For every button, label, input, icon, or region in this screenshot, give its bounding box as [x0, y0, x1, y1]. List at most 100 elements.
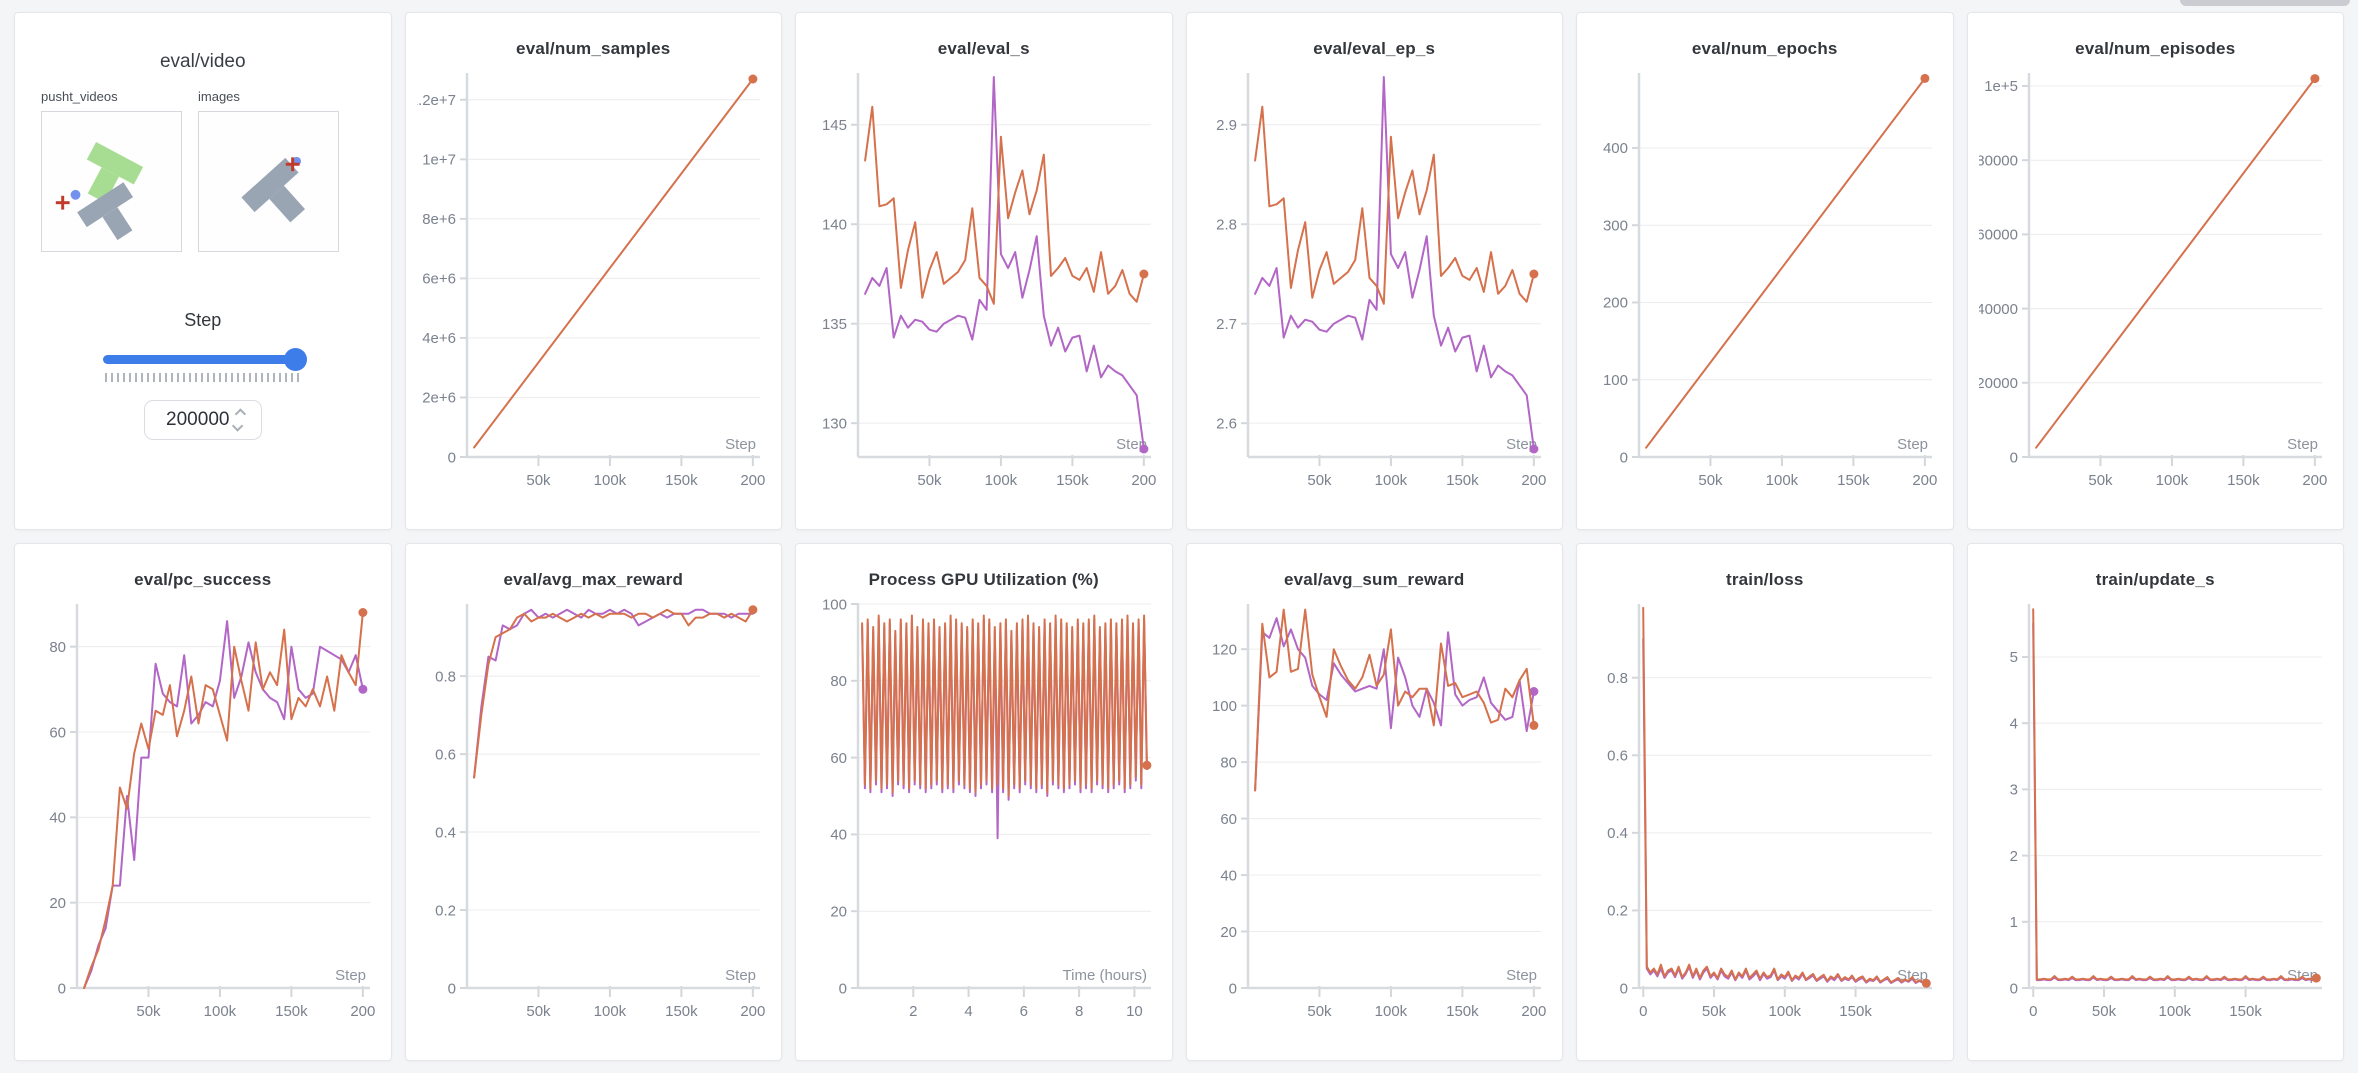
panel-eval-num-episodes: eval/num_episodes 0 20000 40000 60000 80000 1… — [1966, 12, 2344, 530]
svg-text:1e+5: 1e+5 — [1984, 78, 2018, 95]
svg-text:100k: 100k — [594, 472, 627, 489]
svg-text:100k: 100k — [1765, 472, 1798, 489]
svg-text:0: 0 — [2029, 1003, 2037, 1020]
svg-text:0: 0 — [57, 980, 65, 997]
chart-canvas[interactable]: 0 100 200 300 400 50k 100k 150k 200 Step — [1583, 65, 1947, 497]
svg-text:0: 0 — [838, 980, 846, 997]
svg-text:Step: Step — [1506, 967, 1537, 984]
chart-canvas[interactable]: 0 20000 40000 60000 80000 1e+5 50k 100k 150k 200 S… — [1974, 65, 2338, 497]
svg-text:150k: 150k — [665, 472, 698, 489]
pusht-video-thumbnail[interactable] — [41, 111, 182, 252]
svg-text:135: 135 — [822, 316, 847, 333]
target-cross-icon — [55, 195, 70, 210]
stepper-buttons[interactable] — [231, 408, 246, 432]
object-t-icon — [241, 157, 306, 223]
svg-text:60000: 60000 — [1979, 227, 2018, 244]
svg-text:300: 300 — [1603, 217, 1628, 234]
svg-text:2: 2 — [909, 1003, 917, 1020]
svg-text:50k: 50k — [527, 472, 552, 489]
chart-canvas[interactable]: 0 20 40 60 80 100 120 50k 100k 150k 200 Step — [1193, 596, 1557, 1028]
svg-text:0: 0 — [1619, 449, 1627, 466]
panel-title: eval/avg_sum_reward — [1283, 570, 1465, 589]
svg-text:1: 1 — [2010, 914, 2018, 931]
panel-title: eval/num_samples — [516, 39, 671, 58]
svg-text:200: 200 — [1603, 295, 1628, 312]
svg-text:0: 0 — [448, 980, 456, 997]
svg-text:2.9: 2.9 — [1216, 117, 1237, 134]
svg-text:6e+6: 6e+6 — [422, 271, 456, 288]
chart-canvas[interactable]: 130 135 140 145 50k 100k 150k 200 Step — [802, 65, 1166, 497]
chart-canvas[interactable]: 0 0.2 0.4 0.6 0.8 0 50k 100k 150k Step — [1583, 596, 1947, 1028]
svg-text:5: 5 — [2010, 649, 2018, 666]
media-row: pusht_videos — [21, 89, 385, 252]
svg-text:0: 0 — [1229, 980, 1237, 997]
svg-text:0.2: 0.2 — [435, 902, 456, 919]
panel-title: train/loss — [1725, 570, 1804, 589]
svg-text:4: 4 — [2010, 715, 2018, 732]
media-group-pusht-videos: pusht_videos — [41, 89, 182, 252]
svg-text:150k: 150k — [1839, 1003, 1872, 1020]
svg-text:100: 100 — [1603, 372, 1628, 389]
svg-text:150k: 150k — [275, 1003, 308, 1020]
panel-title: Process GPU Utilization (%) — [868, 570, 1099, 589]
decrement-icon[interactable] — [231, 420, 243, 432]
svg-text:100k: 100k — [203, 1003, 236, 1020]
chart-canvas[interactable]: 0 20 40 60 80 100 2 4 6 8 10 Time (hours) — [802, 596, 1166, 1028]
svg-text:150k: 150k — [1446, 1003, 1479, 1020]
svg-text:2: 2 — [2010, 848, 2018, 865]
chart-canvas[interactable]: 0 0.2 0.4 0.6 0.8 50k 100k 150k 200 Step — [412, 596, 776, 1028]
target-cross-icon — [285, 157, 300, 172]
svg-text:Step: Step — [335, 967, 366, 984]
step-value-field[interactable] — [162, 409, 233, 431]
panel-eval-eval-ep-s: eval/eval_ep_s 2.6 2.7 2.8 2.9 50k 100k 150k 20… — [1185, 12, 1563, 530]
svg-text:150k: 150k — [2230, 1003, 2263, 1020]
media-group-label: images — [198, 89, 240, 104]
svg-text:3: 3 — [2010, 782, 2018, 799]
svg-text:Step: Step — [1116, 436, 1147, 453]
svg-text:2.8: 2.8 — [1216, 216, 1237, 233]
svg-text:150k: 150k — [1837, 472, 1870, 489]
svg-text:50k: 50k — [1308, 472, 1333, 489]
svg-text:2e+6: 2e+6 — [422, 390, 456, 407]
svg-text:0.6: 0.6 — [1607, 748, 1628, 765]
svg-text:50k: 50k — [917, 472, 942, 489]
media-group-images: images — [198, 89, 339, 252]
panel-title: eval/video — [159, 51, 246, 72]
chart-canvas[interactable]: 2.6 2.7 2.8 2.9 50k 100k 150k 200 Step — [1193, 65, 1557, 497]
svg-text:Step: Step — [725, 967, 756, 984]
svg-text:80: 80 — [830, 673, 847, 690]
svg-text:Step: Step — [725, 436, 756, 453]
step-slider[interactable] — [102, 347, 307, 371]
svg-text:200: 200 — [1912, 472, 1937, 489]
svg-text:50k: 50k — [136, 1003, 161, 1020]
slider-tick-ruler — [104, 373, 301, 382]
svg-text:145: 145 — [822, 117, 847, 134]
svg-text:50k: 50k — [2089, 472, 2114, 489]
svg-text:0.4: 0.4 — [1607, 825, 1628, 842]
chart-canvas[interactable]: 0 2e+6 4e+6 6e+6 8e+6 1e+7 1.2e+7 50k 100k 150k 20… — [412, 65, 776, 497]
image-thumbnail[interactable] — [198, 111, 339, 252]
panel-title: eval/eval_ep_s — [1313, 39, 1436, 58]
svg-text:0.8: 0.8 — [1607, 670, 1628, 687]
svg-text:Step: Step — [1897, 436, 1928, 453]
svg-text:200: 200 — [1131, 472, 1156, 489]
svg-text:50k: 50k — [2092, 1003, 2117, 1020]
panel-title: eval/pc_success — [134, 570, 272, 589]
step-control: Step — [21, 310, 385, 440]
increment-icon[interactable] — [234, 408, 246, 420]
svg-text:4: 4 — [964, 1003, 972, 1020]
svg-text:200: 200 — [741, 472, 766, 489]
agent-dot-icon — [70, 189, 81, 200]
svg-text:Step: Step — [2287, 436, 2318, 453]
slider-track[interactable] — [102, 355, 303, 364]
step-number-input[interactable] — [143, 400, 262, 440]
scrollbar-fragment[interactable] — [2180, 0, 2350, 6]
svg-text:0: 0 — [2010, 980, 2018, 997]
svg-text:Time (hours): Time (hours) — [1062, 967, 1146, 984]
svg-text:100k: 100k — [1375, 1003, 1408, 1020]
chart-canvas[interactable]: 0 1 2 3 4 5 0 50k 100k 150k Step — [1974, 596, 2338, 1028]
slider-thumb[interactable] — [283, 348, 307, 371]
chart-canvas[interactable]: 0 20 40 60 80 50k 100k 150k 200 Step — [21, 596, 385, 1028]
svg-text:150k: 150k — [2227, 472, 2260, 489]
svg-text:0: 0 — [2010, 449, 2018, 466]
